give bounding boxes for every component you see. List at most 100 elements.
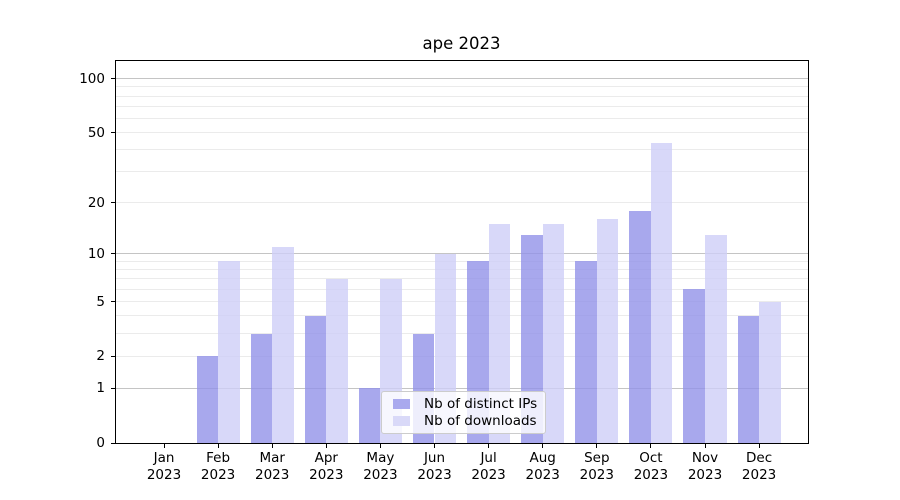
x-tick-mark bbox=[650, 444, 652, 448]
minor-gridline bbox=[115, 260, 808, 262]
y-tick-mark bbox=[111, 355, 115, 357]
x-tick-year: 2023 bbox=[363, 466, 398, 483]
y-tick-mark bbox=[111, 78, 115, 80]
x-tick-mark bbox=[434, 444, 435, 448]
bar-downloads-apr bbox=[326, 278, 348, 443]
x-tick-mark bbox=[704, 444, 706, 448]
x-tick-mark bbox=[325, 444, 327, 448]
x-tick-year: 2023 bbox=[687, 466, 723, 483]
y-tick-label: 10 bbox=[87, 245, 105, 262]
y-tick-mark bbox=[111, 132, 115, 134]
y-tick-label: 2 bbox=[96, 348, 105, 365]
minor-gridline bbox=[115, 132, 808, 134]
x-tick-mark bbox=[163, 444, 165, 448]
x-tick-label-sep: Sep 2023 bbox=[567, 450, 627, 483]
x-axis-line bbox=[115, 443, 809, 444]
bar-downloads-oct bbox=[650, 142, 673, 443]
minor-gridline bbox=[115, 106, 808, 108]
chart-title: ape 2023 bbox=[422, 34, 501, 53]
x-tick-label-jun: Jun 2023 bbox=[405, 450, 465, 483]
legend-item-downloads: Nb of downloads bbox=[393, 413, 539, 429]
major-gridline bbox=[115, 387, 808, 389]
x-tick-year: 2023 bbox=[417, 466, 452, 483]
x-tick-month: Jun bbox=[423, 450, 446, 466]
bar-distinct-ips-mar bbox=[250, 333, 273, 443]
bar-downloads-mar bbox=[272, 246, 294, 443]
x-tick-mark bbox=[271, 444, 273, 448]
y-tick-label: 100 bbox=[79, 70, 105, 87]
minor-gridline bbox=[115, 278, 808, 280]
minor-gridline bbox=[115, 269, 808, 271]
bar-distinct-ips-dec bbox=[737, 315, 760, 443]
x-tick-label-oct: Oct 2023 bbox=[621, 450, 681, 483]
minor-gridline bbox=[115, 288, 808, 290]
bar-downloads-aug bbox=[542, 224, 565, 443]
minor-gridline bbox=[115, 355, 808, 357]
x-tick-month: Oct bbox=[639, 450, 663, 466]
x-tick-mark bbox=[758, 444, 760, 448]
x-tick-year: 2023 bbox=[741, 466, 777, 483]
x-tick-label-feb: Feb 2023 bbox=[188, 450, 248, 483]
y-tick-mark bbox=[111, 301, 115, 303]
y-tick-mark bbox=[111, 387, 115, 389]
y-tick-mark bbox=[111, 253, 115, 255]
x-tick-month: Sep bbox=[584, 450, 610, 466]
bar-downloads-sep bbox=[596, 219, 619, 443]
bar-distinct-ips-may bbox=[358, 388, 381, 443]
x-tick-year: 2023 bbox=[633, 466, 669, 483]
minor-gridline bbox=[115, 86, 808, 88]
legend-label-distinct-ips: Nb of distinct IPs bbox=[424, 396, 538, 412]
major-gridline bbox=[115, 253, 808, 255]
x-tick-month: Apr bbox=[314, 450, 338, 466]
y-tick-label: 1 bbox=[96, 380, 105, 397]
minor-gridline bbox=[115, 171, 808, 173]
y-tick-mark bbox=[111, 442, 115, 444]
bar-downloads-nov bbox=[705, 234, 727, 443]
x-tick-month: Jan bbox=[153, 450, 175, 466]
x-tick-label-nov: Nov 2023 bbox=[675, 450, 735, 483]
minor-gridline bbox=[115, 95, 808, 97]
x-tick-label-jul: Jul 2023 bbox=[459, 450, 519, 483]
x-tick-label-mar: Mar 2023 bbox=[242, 450, 302, 483]
minor-gridline bbox=[115, 333, 808, 335]
x-tick-month: May bbox=[366, 450, 395, 466]
x-tick-mark bbox=[542, 444, 544, 448]
minor-gridline bbox=[115, 118, 808, 119]
minor-gridline bbox=[115, 149, 808, 151]
bar-downloads-feb bbox=[218, 261, 240, 443]
plot-top-spine bbox=[115, 60, 809, 61]
x-tick-year: 2023 bbox=[471, 466, 506, 483]
y-tick-label: 0 bbox=[96, 435, 105, 451]
x-tick-year: 2023 bbox=[255, 466, 290, 483]
legend-swatch-distinct-ips bbox=[393, 399, 410, 409]
legend-swatch-downloads bbox=[393, 416, 410, 426]
x-tick-year: 2023 bbox=[200, 466, 236, 483]
x-tick-label-may: May 2023 bbox=[350, 450, 410, 483]
bar-distinct-ips-apr bbox=[304, 315, 327, 443]
bar-distinct-ips-oct bbox=[629, 210, 651, 443]
y-tick-label: 5 bbox=[96, 293, 105, 310]
bar-distinct-ips-sep bbox=[575, 261, 597, 443]
x-tick-mark bbox=[488, 444, 490, 448]
bar-downloads-dec bbox=[759, 301, 781, 443]
x-tick-year: 2023 bbox=[146, 466, 182, 483]
x-tick-label-aug: Aug 2023 bbox=[513, 450, 573, 483]
x-tick-year: 2023 bbox=[525, 466, 560, 483]
x-tick-mark bbox=[379, 444, 381, 448]
y-tick-mark bbox=[111, 202, 115, 204]
x-tick-month: Dec bbox=[746, 450, 773, 466]
x-tick-label-jan: Jan 2023 bbox=[134, 450, 194, 483]
bar-distinct-ips-nov bbox=[683, 289, 705, 443]
x-tick-month: Nov bbox=[691, 450, 719, 466]
bar-downloads-jul bbox=[488, 224, 511, 443]
y-tick-label: 50 bbox=[87, 124, 105, 141]
plot-right-spine bbox=[808, 60, 809, 444]
y-axis-line bbox=[115, 60, 116, 444]
legend-label-downloads: Nb of downloads bbox=[424, 413, 537, 429]
legend-item-distinct-ips: Nb of distinct IPs bbox=[393, 396, 539, 412]
x-tick-month: Mar bbox=[259, 450, 285, 466]
x-tick-month: Jul bbox=[480, 450, 497, 466]
x-tick-mark bbox=[217, 444, 219, 448]
x-tick-month: Feb bbox=[206, 450, 231, 466]
